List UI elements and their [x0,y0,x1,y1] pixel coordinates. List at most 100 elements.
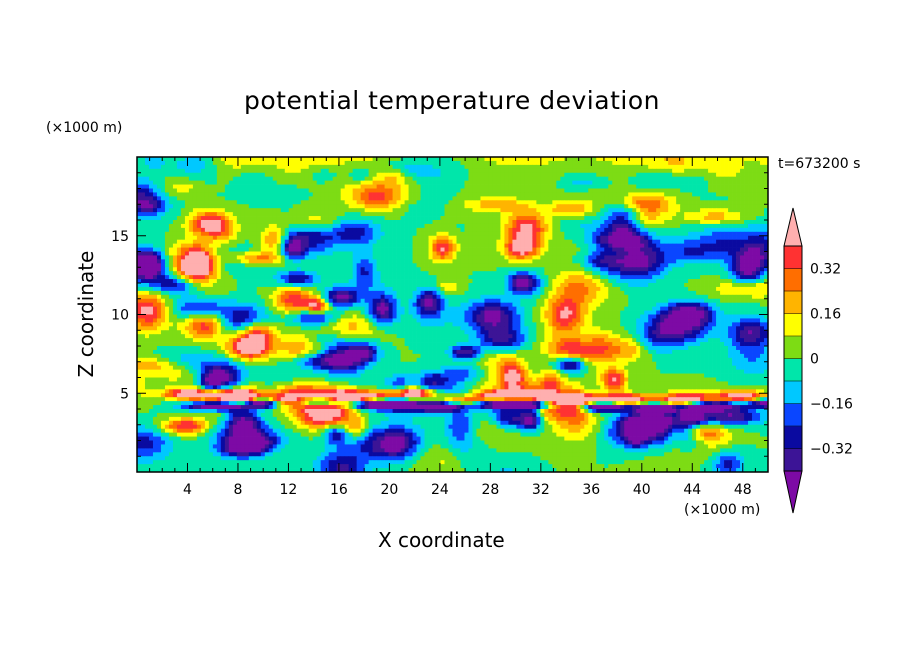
contour-cell [640,263,645,268]
contour-cell [504,243,509,248]
contour-cell [140,251,146,256]
contour-cell [672,200,677,205]
contour-cell [192,235,198,241]
contour-cell [137,227,142,233]
contour-cell [396,263,401,268]
contour-cell [208,180,214,185]
contour-cell [624,267,629,272]
contour-cell [716,196,721,201]
contour-cell [628,251,633,256]
contour-cell [276,164,282,170]
contour-cell [516,275,521,280]
contour-cell [232,157,238,162]
contour-cell [296,184,302,189]
contour-cell [512,223,517,229]
contour-cell [516,160,521,166]
contour-cell [540,275,545,280]
contour-cell [600,164,605,170]
contour-cell [564,255,569,260]
contour-cell [268,275,274,280]
contour-cell [308,168,314,174]
contour-cell [664,271,669,276]
contour-cell [504,263,509,268]
contour-cell [352,279,357,284]
contour-cell [624,235,629,241]
contour-cell [340,168,346,174]
contour-cell [472,184,477,189]
contour-cell [520,176,525,181]
contour-cell [380,271,385,276]
contour-cell [312,164,318,170]
contour-cell [464,160,469,166]
contour-cell [516,243,521,248]
contour-cell [292,204,298,209]
contour-cell [308,223,314,229]
contour-cell [464,247,469,252]
contour-cell [504,180,509,185]
contour-cell [464,255,469,260]
contour-cell [632,251,637,256]
contour-cell [468,227,473,233]
contour-cell [372,204,377,209]
contour-cell [252,235,258,241]
contour-cell [688,160,693,166]
contour-cell [328,227,334,233]
contour-cell [536,231,541,237]
contour-cell [684,275,689,280]
contour-cell [568,196,573,201]
contour-cell [288,157,294,162]
contour-cell [456,220,461,225]
contour-cell [240,200,246,205]
contour-cell [700,164,705,170]
contour-cell [428,204,433,209]
contour-cell [424,259,429,264]
contour-cell [232,231,238,237]
contour-cell [732,255,737,260]
contour-cell [420,176,425,181]
contour-cell [608,247,613,252]
contour-cell [344,160,350,166]
contour-cell [296,275,302,280]
contour-cell [168,235,174,241]
contour-cell [504,208,509,213]
contour-cell [160,192,166,197]
contour-cell [748,263,753,268]
contour-cell [708,247,713,252]
contour-cell [328,255,334,260]
contour-cell [496,204,501,209]
contour-cell [716,271,721,276]
contour-cell [704,192,709,197]
contour-cell [520,192,525,197]
contour-cell [604,184,609,189]
contour-cell [620,172,625,178]
contour-cell [336,212,342,217]
contour-cell [156,172,162,178]
contour-cell [656,188,661,193]
contour-cell [252,239,258,244]
contour-cell [628,192,633,197]
contour-cell [612,180,617,185]
contour-cell [692,275,697,280]
contour-cell [444,164,449,170]
contour-cell [148,275,154,280]
contour-cell [428,216,433,221]
contour-cell [388,200,393,205]
contour-cell [532,263,537,268]
contour-cell [636,188,641,193]
contour-cell [496,227,501,233]
contour-cell [176,275,182,280]
contour-cell [456,275,461,280]
contour-cell [220,160,226,166]
contour-cell [256,259,262,264]
contour-cell [156,212,162,217]
contour-cell [536,247,541,252]
contour-cell [536,188,541,193]
contour-cell [168,259,174,264]
contour-cell [264,172,270,178]
contour-cell [752,184,757,189]
contour-cell [328,157,334,162]
contour-cell [464,275,469,280]
contour-cell [236,196,242,201]
contour-cell [528,227,533,233]
contour-cell [196,275,202,280]
